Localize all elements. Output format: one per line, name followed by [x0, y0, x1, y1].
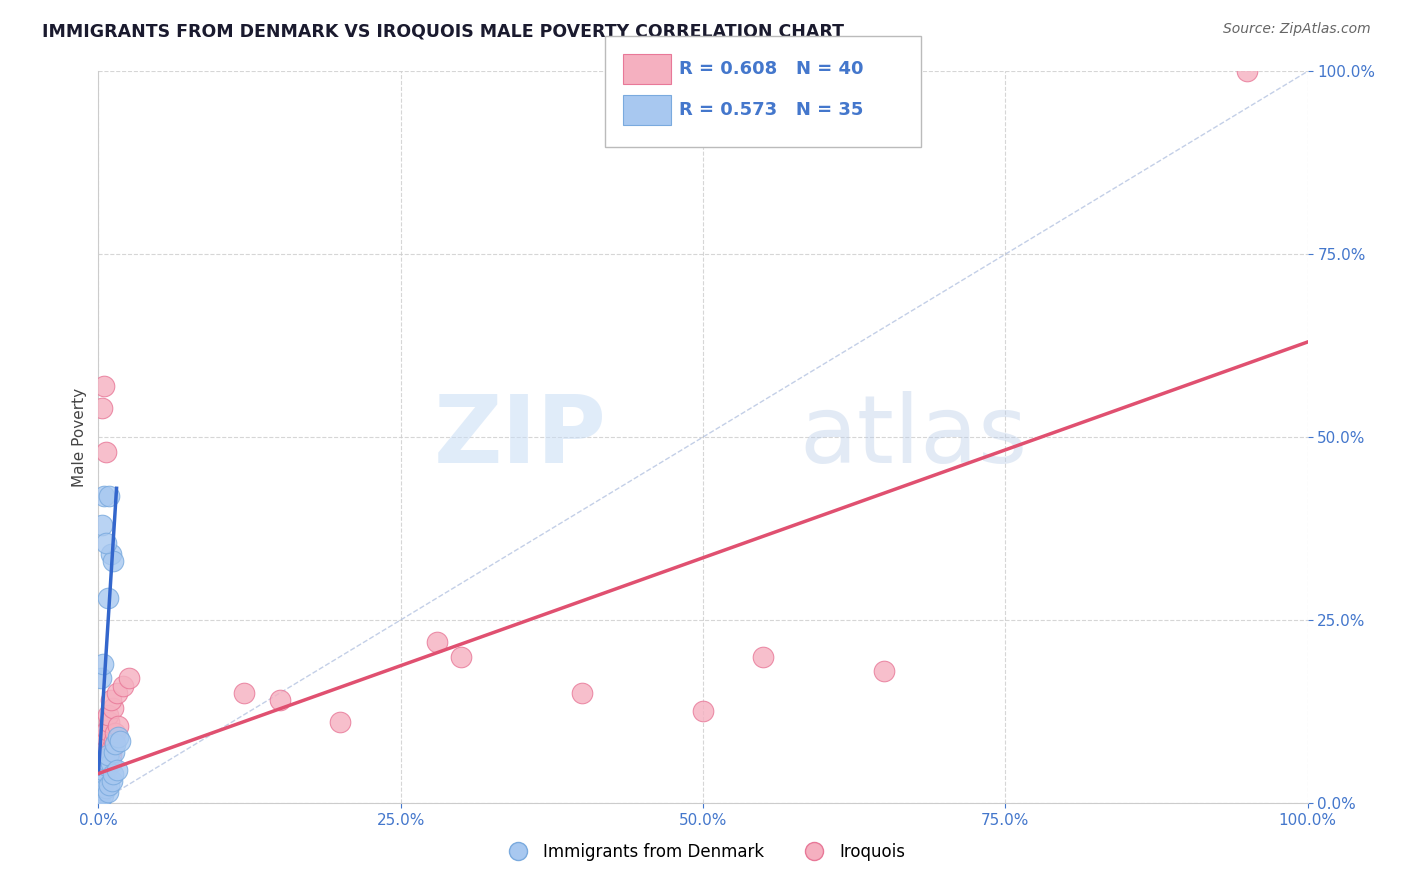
Point [98, 715, 121, 730]
Point [93, 737, 115, 751]
Point [91, 657, 114, 671]
Text: atlas: atlas [800, 391, 1028, 483]
Point [89, 794, 111, 808]
Point [91, 782, 114, 797]
Point [93, 752, 115, 766]
Text: R = 0.608   N = 40: R = 0.608 N = 40 [679, 60, 863, 78]
Point [96, 723, 118, 737]
Point [94, 763, 117, 777]
Point [450, 649, 472, 664]
Point [93, 489, 115, 503]
Point [873, 664, 896, 678]
Point [97, 708, 120, 723]
Point [91, 763, 114, 777]
Point [91, 401, 114, 415]
Point [90, 782, 112, 797]
Point [90, 672, 112, 686]
Point [100, 547, 122, 561]
Point [98, 489, 121, 503]
Point [91, 778, 114, 792]
Point [329, 715, 352, 730]
Point [107, 719, 129, 733]
Point [101, 700, 124, 714]
Point [91, 745, 114, 759]
Point [104, 726, 127, 740]
Legend: Immigrants from Denmark, Iroquois: Immigrants from Denmark, Iroquois [495, 837, 911, 868]
Point [100, 693, 122, 707]
Point [97, 591, 120, 605]
Point [89, 787, 111, 801]
Point [93, 770, 115, 784]
Point [101, 554, 124, 568]
Point [103, 733, 125, 747]
Point [97, 748, 120, 763]
Point [91, 773, 114, 788]
Point [91, 766, 114, 780]
Point [90, 778, 112, 792]
Point [89, 770, 111, 784]
Point [89, 789, 111, 804]
Point [89, 780, 111, 794]
Point [91, 752, 114, 766]
Text: IMMIGRANTS FROM DENMARK VS IROQUOIS MALE POVERTY CORRELATION CHART: IMMIGRANTS FROM DENMARK VS IROQUOIS MALE… [42, 22, 844, 40]
Point [100, 773, 122, 788]
Point [108, 733, 131, 747]
Point [101, 766, 124, 780]
Point [98, 778, 121, 792]
Point [105, 686, 128, 700]
Text: R = 0.573   N = 35: R = 0.573 N = 35 [679, 101, 863, 119]
Point [89, 781, 111, 796]
Point [94, 781, 117, 796]
Point [100, 748, 122, 763]
Point [94, 730, 117, 744]
Point [96, 759, 118, 773]
Text: Source: ZipAtlas.com: Source: ZipAtlas.com [1223, 22, 1371, 37]
Point [87, 792, 110, 806]
Point [692, 705, 714, 719]
Y-axis label: Male Poverty: Male Poverty [72, 387, 87, 487]
Point [571, 686, 593, 700]
Point [91, 789, 114, 803]
Point [91, 517, 114, 532]
Point [96, 759, 118, 773]
Point [232, 686, 254, 700]
Point [752, 649, 775, 664]
Point [269, 693, 291, 707]
Point [94, 536, 117, 550]
Point [97, 785, 120, 799]
Point [93, 773, 115, 788]
Point [104, 737, 127, 751]
Point [90, 756, 112, 770]
Point [105, 763, 128, 777]
Point [94, 444, 117, 458]
Point [107, 730, 129, 744]
Point [103, 745, 125, 759]
Point [100, 740, 122, 755]
Point [97, 756, 120, 770]
Point [426, 635, 449, 649]
Text: ZIP: ZIP [433, 391, 606, 483]
Point [100, 756, 122, 770]
Point [118, 672, 141, 686]
Point [111, 679, 134, 693]
Point [1236, 64, 1258, 78]
Point [93, 379, 115, 393]
Point [90, 785, 112, 799]
